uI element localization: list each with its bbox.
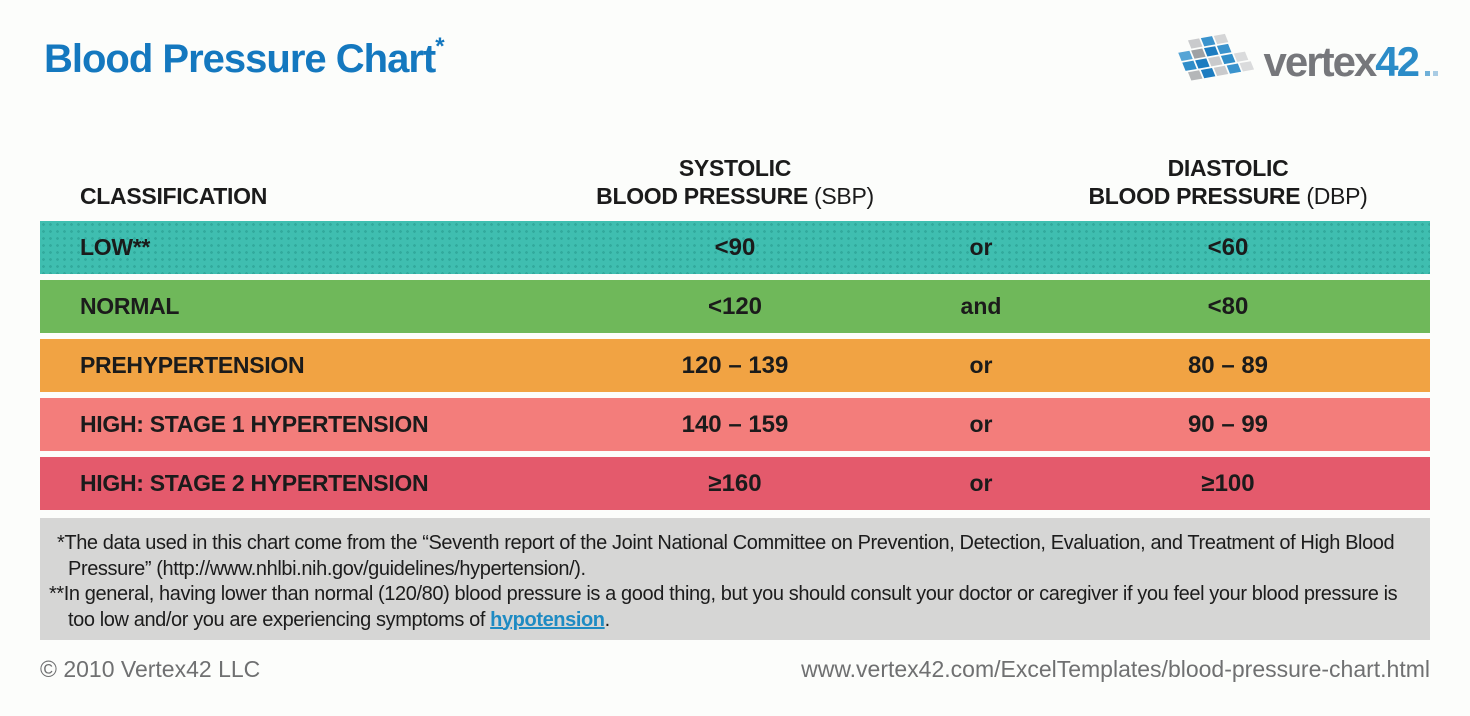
sbp-value: <90 xyxy=(714,233,756,261)
conjunction: and xyxy=(960,293,1002,319)
vertex42-logo: vertex42 xyxy=(1162,28,1438,96)
systolic-line1: SYSTOLIC xyxy=(678,155,792,181)
footnote-low-bp: **In general, having lower than normal (… xyxy=(49,583,1398,631)
logo-dots xyxy=(1422,41,1438,83)
diastolic-line1: DIASTOLIC xyxy=(1167,155,1289,181)
row-label: NORMAL xyxy=(80,293,180,319)
conjunction: or xyxy=(969,234,993,260)
table-row-normal: NORMAL <120 and <80 xyxy=(40,280,1430,333)
row-label: HIGH: STAGE 2 HYPERTENSION xyxy=(80,470,429,496)
column-header-diastolic: DIASTOLIC BLOOD PRESSURE (DBP) xyxy=(1026,154,1430,210)
row-label: PREHYPERTENSION xyxy=(80,352,305,378)
table-header-row: CLASSIFICATION SYSTOLIC BLOOD PRESSURE (… xyxy=(40,148,1430,214)
table-row-low: LOW** <90 or <60 xyxy=(40,221,1430,274)
dbp-value: 90 – 99 xyxy=(1187,410,1269,438)
footer-copyright: © 2010 Vertex42 LLC xyxy=(40,656,261,682)
column-header-systolic: SYSTOLIC BLOOD PRESSURE (SBP) xyxy=(534,154,936,210)
page-title-text: Blood Pressure Chart xyxy=(44,37,436,81)
conjunction: or xyxy=(969,411,993,437)
blood-pressure-table: CLASSIFICATION SYSTOLIC BLOOD PRESSURE (… xyxy=(40,148,1430,516)
logo-text-42: 42 xyxy=(1375,38,1420,85)
diastolic-line2: BLOOD PRESSURE (DBP) xyxy=(1088,183,1368,209)
conjunction: or xyxy=(969,352,993,378)
column-header-classification: CLASSIFICATION xyxy=(80,183,268,209)
hypotension-link[interactable]: hypotension xyxy=(490,608,605,631)
conjunction: or xyxy=(969,470,993,496)
dbp-value: 80 – 89 xyxy=(1187,351,1269,379)
table-row-stage2: HIGH: STAGE 2 HYPERTENSION ≥160 or ≥100 xyxy=(40,457,1430,510)
footer-url: www.vertex42.com/ExcelTemplates/blood-pr… xyxy=(801,656,1430,682)
dbp-value: <60 xyxy=(1207,233,1249,261)
logo-text-vertex: vertex xyxy=(1263,38,1378,85)
title-footnote-marker: * xyxy=(435,32,444,60)
row-label: HIGH: STAGE 1 HYPERTENSION xyxy=(80,411,429,437)
sbp-value: 120 – 139 xyxy=(681,351,789,379)
dbp-value: ≥100 xyxy=(1201,469,1255,497)
page-footer: © 2010 Vertex42 LLC www.vertex42.com/Exc… xyxy=(40,656,1430,683)
table-row-prehypertension: PREHYPERTENSION 120 – 139 or 80 – 89 xyxy=(40,339,1430,392)
footnotes-panel: *The data used in this chart come from t… xyxy=(40,518,1430,640)
dbp-value: <80 xyxy=(1207,292,1249,320)
sbp-value: ≥160 xyxy=(708,469,762,497)
logo-wordmark: vertex42 xyxy=(1264,41,1438,83)
row-label: LOW** xyxy=(80,234,151,260)
vertex42-mosaic-icon xyxy=(1177,33,1254,81)
table-row-stage1: HIGH: STAGE 1 HYPERTENSION 140 – 159 or … xyxy=(40,398,1430,451)
sbp-value: 140 – 159 xyxy=(681,410,789,438)
page-title: Blood Pressure Chart* xyxy=(44,32,445,82)
sbp-value: <120 xyxy=(707,292,763,320)
systolic-line2: BLOOD PRESSURE (SBP) xyxy=(596,183,874,209)
footnote-source: *The data used in this chart come from t… xyxy=(57,532,1395,580)
